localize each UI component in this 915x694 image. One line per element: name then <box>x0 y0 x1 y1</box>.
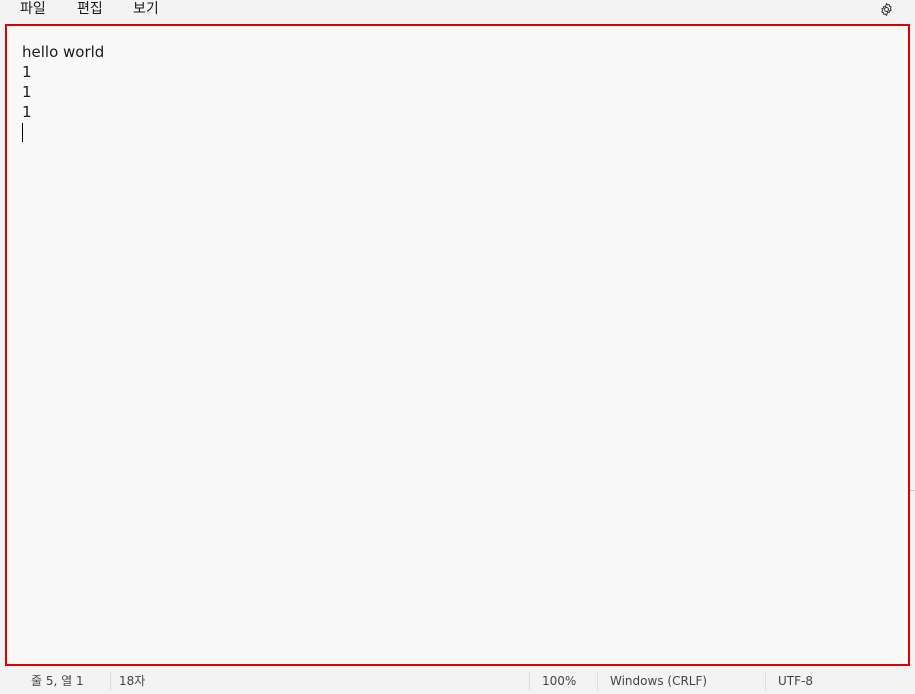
editor-line: 1 <box>22 103 32 121</box>
encoding[interactable]: UTF-8 <box>778 674 813 688</box>
menu-bar: 파일 편집 보기 <box>0 0 915 22</box>
text-editor[interactable]: hello world 1 1 1 <box>5 24 910 666</box>
character-count: 18자 <box>119 674 146 688</box>
menu-file[interactable]: 파일 <box>20 1 46 17</box>
zoom-level[interactable]: 100% <box>542 674 577 688</box>
editor-line: 1 <box>22 63 32 81</box>
scrollbar-marker <box>910 490 915 491</box>
editor-line: hello world <box>22 43 105 61</box>
status-bar: 줄 5, 열 1 18자 100% Windows (CRLF) UTF-8 <box>0 668 915 690</box>
text-caret <box>22 123 23 142</box>
editor-content[interactable]: hello world 1 1 1 <box>22 42 104 142</box>
menu-view[interactable]: 보기 <box>133 1 159 17</box>
editor-line-current <box>22 122 104 142</box>
status-divider <box>529 672 530 690</box>
status-divider <box>597 672 598 690</box>
settings-button[interactable] <box>877 0 895 18</box>
line-ending[interactable]: Windows (CRLF) <box>610 674 708 688</box>
menu-edit[interactable]: 편집 <box>77 1 103 17</box>
status-divider <box>765 672 766 690</box>
editor-line: 1 <box>22 83 32 101</box>
cursor-position: 줄 5, 열 1 <box>31 674 84 688</box>
gear-icon <box>880 2 892 16</box>
status-divider <box>110 672 111 690</box>
